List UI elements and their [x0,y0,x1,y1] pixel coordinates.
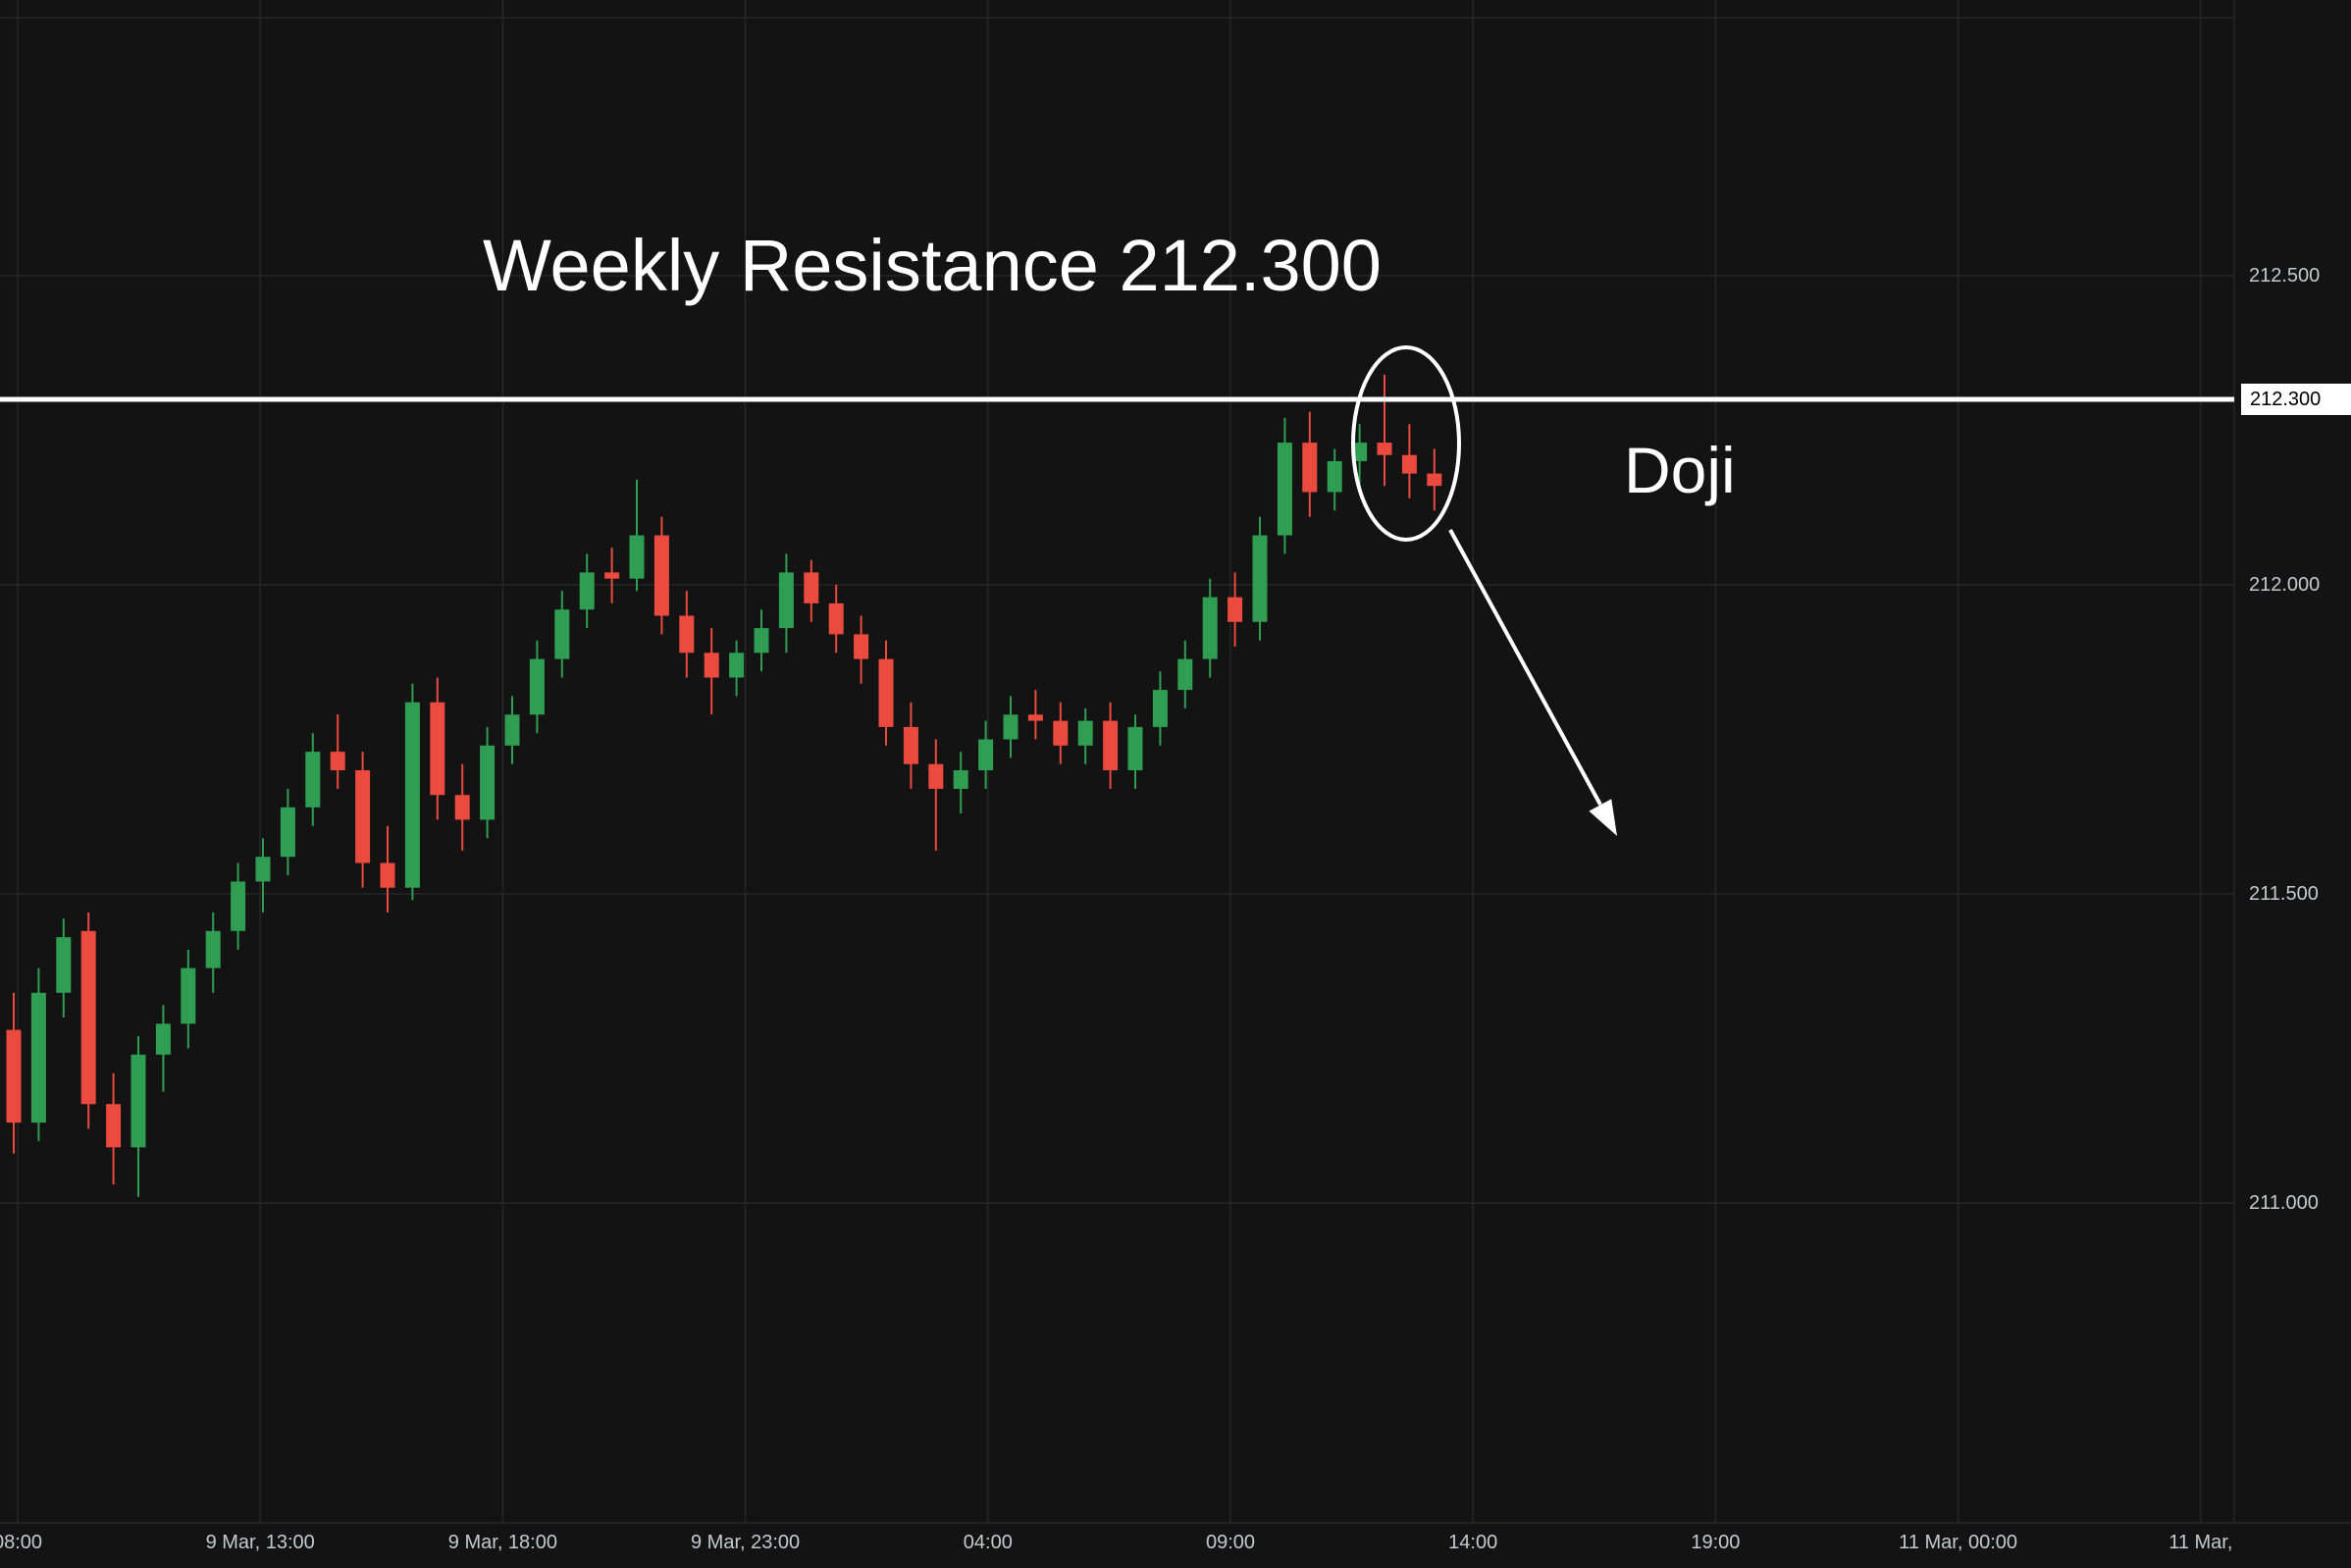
candle [1077,708,1093,764]
candle [529,640,545,734]
grid-lines [0,0,2351,1524]
time-axis-label: 11 Mar, [2168,1532,2233,1553]
resistance-price-tag: 212.300 [2241,384,2351,415]
candle [504,696,520,764]
candle [305,733,321,826]
candle [653,516,669,635]
candle [754,609,769,672]
time-axis-label: 09:00 [1205,1532,1256,1553]
candles-layer [6,374,1442,1197]
candle [804,559,819,622]
candle [1277,417,1292,554]
time-axis[interactable]: 08:00 9 Mar, 13:00 9 Mar, 18:00 9 Mar, 23:0… [0,1523,2351,1568]
time-axis-label: 14:00 [1448,1532,1498,1553]
candle [928,739,944,851]
candle [903,702,918,789]
candle [878,640,894,746]
candle [978,720,994,789]
candle [778,553,794,653]
candle [604,548,620,603]
candle [1053,702,1069,764]
price-axis-label: 212.000 [2249,574,2321,596]
candle [1302,411,1318,517]
candle [430,677,445,820]
candle [1127,714,1143,789]
time-axis-label: 08:00 [0,1532,43,1553]
doji-annotation-text[interactable]: Doji [1624,434,1736,506]
time-axis-label: 9 Mar, 13:00 [205,1532,315,1553]
candle [280,788,295,876]
candle [828,585,844,653]
candle [1327,448,1342,511]
candle [205,912,221,993]
time-axis-label: 11 Mar, 00:00 [1899,1532,2018,1553]
candle [1252,516,1268,641]
price-axis[interactable]: 212.500 212.000 211.500 211.000 [2234,0,2351,1523]
price-axis-label: 212.500 [2249,265,2321,287]
candle [480,726,496,839]
doji-highlight-ellipse[interactable] [1351,345,1461,542]
candle [629,479,645,592]
price-axis-label: 211.500 [2249,883,2319,905]
time-axis-label: 19:00 [1691,1532,1741,1553]
candle [106,1072,122,1185]
candle [255,838,271,913]
candle [1003,696,1019,758]
candle [231,862,246,950]
candle [181,949,196,1049]
time-axis-label: 04:00 [963,1532,1013,1553]
candle [380,825,395,913]
candle [355,752,371,888]
candle [56,918,72,1018]
candle [1152,671,1168,746]
candle [953,752,968,814]
candle [404,683,420,901]
candle [1427,448,1442,511]
candle [131,1035,146,1197]
candle [80,912,96,1129]
time-axis-label: 9 Mar, 18:00 [447,1532,557,1553]
candle [1202,578,1218,678]
candle [1377,374,1392,487]
down-arrow-drawing[interactable] [1448,529,1617,836]
resistance-annotation-text[interactable]: Weekly Resistance 212.300 [483,225,1382,306]
candle [679,591,695,678]
candle [330,714,345,789]
candle [729,640,745,697]
candle [1103,702,1119,789]
candle [854,615,869,684]
candle [1228,572,1243,647]
candle [579,553,595,629]
candle [1401,424,1417,498]
time-axis-label: 9 Mar, 23:00 [691,1532,801,1553]
candle [1352,424,1368,487]
price-axis-label: 211.000 [2249,1192,2319,1214]
candle [30,967,46,1141]
candle [704,628,719,715]
candle [6,992,22,1154]
candle [454,763,470,851]
candle [1177,640,1193,708]
candle [155,1005,171,1092]
candle [1027,690,1043,740]
candle [554,591,570,678]
